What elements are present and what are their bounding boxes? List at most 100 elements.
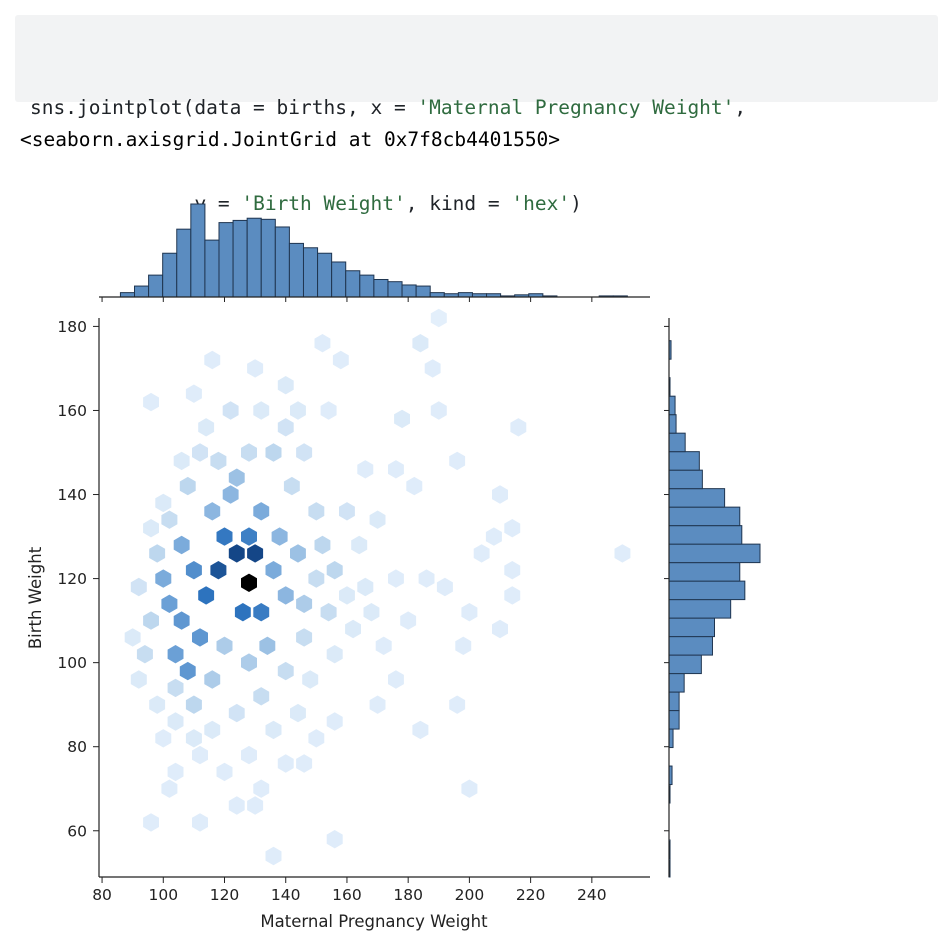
hexbin [216,636,233,655]
hexbin [167,712,184,731]
hexbin [259,636,276,655]
hexbin [228,468,245,487]
x-tick-label: 120 [210,886,240,904]
x-tick-label: 180 [393,886,423,904]
y-hist-bar [668,654,702,675]
hexbin [296,443,313,462]
hexbin [314,334,331,353]
hexbin [241,443,257,462]
hexbin [326,645,343,664]
hexbin [265,561,282,580]
x-hist-bar [134,285,150,298]
hexbin [492,485,508,504]
cell-output: <seaborn.axisgrid.JointGrid at 0x7f8cb44… [20,128,561,151]
y-marginal-histogram [668,340,761,878]
hexbin-plot [124,308,631,866]
hexbin [504,561,521,580]
y-hist-bar [668,506,741,527]
x-hist-bar [246,217,262,298]
hexbin [210,451,227,471]
hexbin [614,544,631,563]
hexbin [204,350,221,370]
hexbin [369,695,386,714]
hexbin [185,561,202,580]
x-tick-label: 80 [92,886,112,904]
hexbin [155,569,172,588]
hexbin [277,754,294,773]
x-tick-label: 140 [271,886,301,904]
hexbin [430,401,447,420]
hexbin [277,418,294,437]
hexbin [179,661,196,681]
hexbin [143,519,159,538]
y-hist-bar [668,673,685,693]
x-hist-bar [119,292,136,298]
hexbin [228,703,245,723]
hexbin [161,594,178,613]
x-tick-label: 240 [577,886,607,904]
hexbin [228,796,245,815]
y-tick-label: 140 [57,486,87,504]
hexbin [167,678,184,698]
hexbin [314,535,331,555]
hexbin [198,586,215,605]
hexbin [320,603,337,622]
y-hist-bar [668,636,713,656]
hexbin [173,611,190,630]
code-text: , [734,96,747,119]
hexbin [143,611,159,630]
hexbin [179,476,196,496]
hexbin [247,544,264,563]
y-hist-bar [668,525,743,545]
hexbin [222,485,239,504]
x-marginal-histogram [119,203,628,298]
hexbin [375,636,392,655]
y-hist-bar [668,580,746,601]
x-hist-bar [274,226,290,298]
hexbin [283,476,300,496]
hexbin [247,796,264,815]
hexbin [363,603,380,622]
y-hist-bar [668,469,703,490]
hexbin [388,569,404,588]
hexbin [192,745,208,765]
y-axis-label: Birth Weight [26,546,45,649]
hexbin [369,510,386,529]
hexbin [136,645,153,664]
hexbin [388,460,404,479]
x-hist-bar [401,284,417,298]
x-tick-label: 100 [148,886,178,904]
axes: 80 100 120 140 160 180 200 220 240 60 80 100 120 140 1… [57,296,670,904]
hexbin [228,544,245,563]
x-tick-label: 220 [516,886,546,904]
code-cell[interactable]: sns.jointplot(data = births, x = 'Matern… [15,15,938,215]
hexbin [204,502,221,521]
code-line-2: y = 'Birth Weight', kind = 'hex') [30,188,938,220]
hexbin [143,813,159,832]
hexbin [185,695,202,714]
hexbin [449,451,466,471]
x-hist-bar [387,281,403,298]
code-string: 'Maternal Pregnancy Weight' [417,96,735,119]
hexbin [253,779,270,798]
x-hist-bar [429,292,445,298]
hexbin [277,586,294,605]
hexbin [253,401,270,420]
hexbin [510,418,527,437]
hexbin [455,636,472,655]
hexbin [265,720,282,740]
hexbin [265,846,282,866]
y-tick-label: 120 [57,570,87,588]
x-hist-bar [317,252,333,298]
x-hist-bar [232,219,248,298]
x-axis-label: Maternal Pregnancy Weight [260,912,488,931]
y-hist-bar [668,543,761,564]
y-hist-bar [668,414,677,434]
x-hist-bar [288,242,304,298]
hexbin [161,779,178,798]
x-hist-bar [331,261,347,298]
hexbin [143,392,159,412]
y-hist-bar [668,710,680,730]
hexbin [253,603,270,622]
hexbin [290,401,306,420]
